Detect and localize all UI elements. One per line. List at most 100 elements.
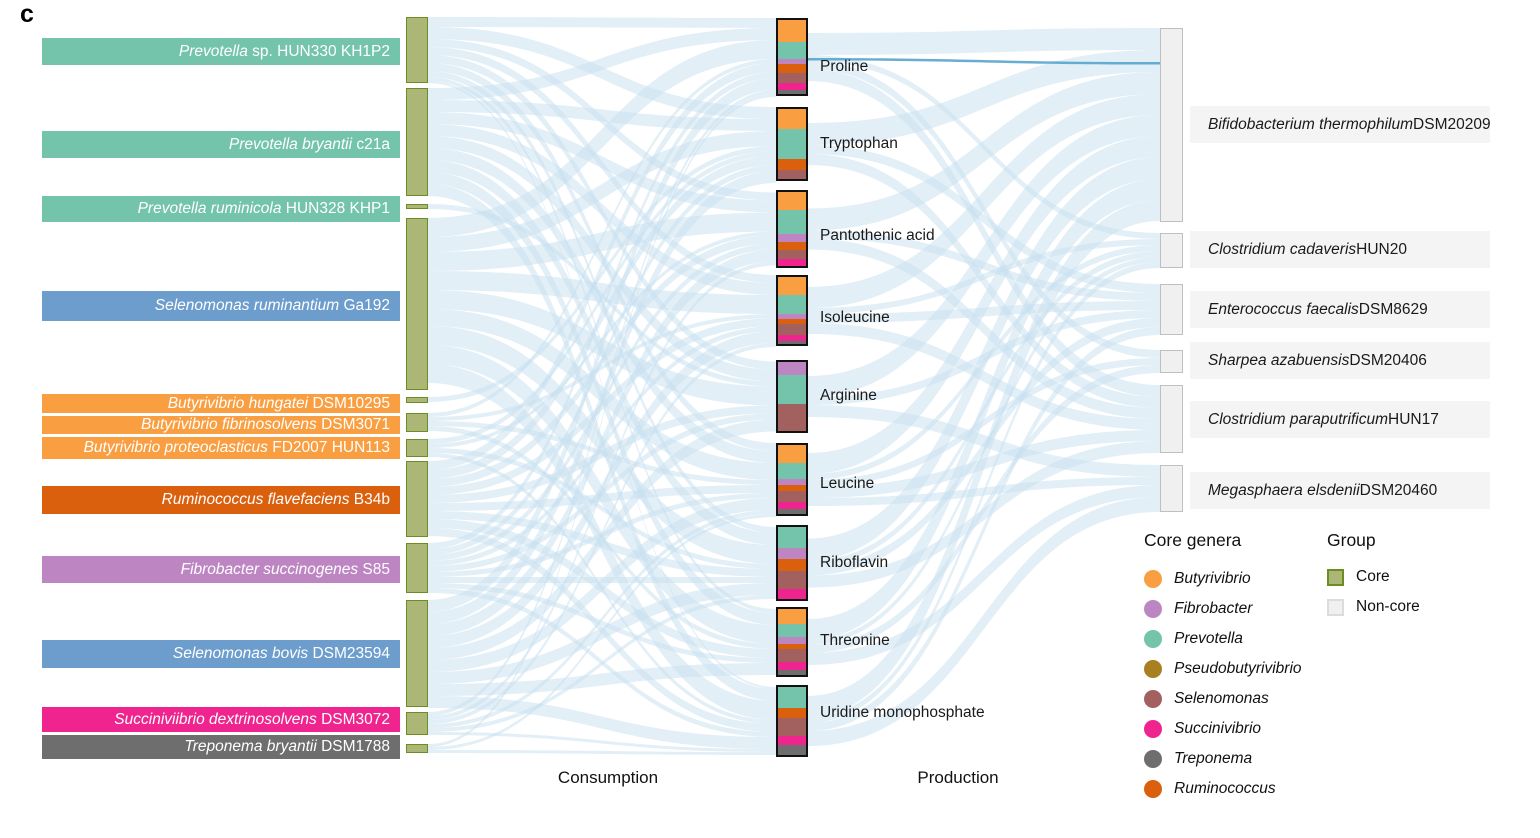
metabolite-bar [776,360,808,433]
core-consumption-node [406,413,428,432]
genus-color-dot [1144,600,1162,618]
metabolite-segment [778,109,806,129]
consumption-flow [428,112,776,213]
consumption-flow [428,90,776,716]
noncore-node [1160,284,1183,335]
metabolite-segment [778,745,806,755]
metabolite-segment [778,644,806,650]
consumption-axis-label: Consumption [557,768,659,787]
consumption-flow [428,663,776,696]
metabolite-segment [778,491,806,502]
consumption-flow [428,94,776,747]
consumption-flow [428,72,776,549]
production-flow [808,238,1160,419]
production-flow [808,145,1160,293]
consumption-flow [428,249,776,636]
species-label-bar: Butyrivibrio hungatei DSM10295 [42,394,400,413]
consumption-flow [428,165,776,555]
core-consumption-node [406,543,428,593]
legend-genus-item: Butyrivibrio [1144,568,1251,590]
metabolite-segment [778,478,806,486]
metabolite-label: Uridine monophosphate [820,704,985,721]
group-legend-title: Group [1327,530,1376,550]
consumption-flow [428,131,776,252]
metabolite-segment [778,588,806,599]
metabolite-segment [778,559,806,571]
metabolite-segment [778,501,806,510]
metabolite-label: Threonine [820,632,890,649]
genus-color-dot [1144,570,1162,588]
consumption-flow [428,124,776,295]
metabolite-segment [778,250,806,259]
core-consumption-node [406,88,428,196]
consumption-flow [428,583,776,663]
production-flow [808,50,1160,145]
noncore-node [1160,350,1183,373]
consumption-flow [428,498,776,672]
metabolite-segment [778,445,806,463]
consumption-flow [428,63,776,470]
production-flow [808,485,1160,665]
core-consumption-node [406,439,428,457]
metabolite-segment [778,20,806,43]
core-consumption-node [406,744,428,753]
metabolite-segment [778,192,806,210]
consumption-flow [428,171,776,624]
metabolite-segment [778,527,806,548]
species-label-bar: Prevotella ruminicola HUN328 KHP1 [42,196,400,222]
metabolite-segment [778,64,806,74]
consumption-flow [428,148,776,463]
consumption-flow [428,732,776,752]
consumption-flow [428,136,776,382]
metabolite-segment [778,313,806,319]
consumption-flow [428,595,776,732]
production-flow [808,179,1160,640]
species-label-bar: Butyrivibrio proteoclasticus FD2007 HUN1… [42,437,400,459]
consumption-flow [428,59,776,417]
metabolite-label: Leucine [820,475,875,492]
metabolite-label: Tryptophan [820,135,898,152]
production-flow [808,94,1160,308]
metabolite-segment [778,90,806,95]
species-label-bar: Fibrobacter succinogenes S85 [42,556,400,583]
metabolite-label: Riboflavin [820,554,889,571]
consumption-flow [428,17,776,28]
metabolite-segment [778,649,806,663]
consumption-flow [428,81,776,689]
production-flow [808,318,1160,576]
species-label-bar: Butyrivibrio fibrinosolvens DSM3071 [42,416,400,434]
legend-genus-item: Ruminococcus [1144,778,1276,800]
consumption-flow [428,750,776,755]
metabolite-segment [778,209,806,235]
species-label-bar: Selenomonas ruminantium Ga192 [42,291,400,321]
species-label-bar: Prevotella sp. HUN330 KH1P2 [42,38,400,65]
legend-group-label: Core [1356,568,1390,585]
group-swatch [1327,568,1344,586]
species-label-bar: Treponema bryantii DSM1788 [42,735,400,759]
consumption-flow [428,343,776,724]
consumption-flow [428,405,776,503]
metabolite-segment [778,375,806,405]
consumption-flow [428,314,776,421]
core-consumption-node [406,218,428,390]
metabolite-bar [776,18,808,96]
consumption-flow [428,146,776,402]
consumption-flow [428,514,776,750]
metabolite-segment [778,42,806,60]
metabolite-segment [778,334,806,342]
production-flow [808,136,1160,474]
metabolite-label: Isoleucine [820,309,890,326]
noncore-node [1160,233,1183,268]
highlight-flow [808,58,1160,65]
production-flow [808,327,1160,731]
metabolite-segment [778,258,806,267]
legend-genus-label: Fibrobacter [1174,600,1253,617]
core-consumption-node [406,600,428,707]
core-consumption-node [406,397,428,403]
production-flow [808,262,1160,723]
legend-genus-item: Prevotella [1144,628,1243,650]
metabolite-label: Arginine [820,387,877,404]
metabolite-label: Proline [820,58,869,75]
